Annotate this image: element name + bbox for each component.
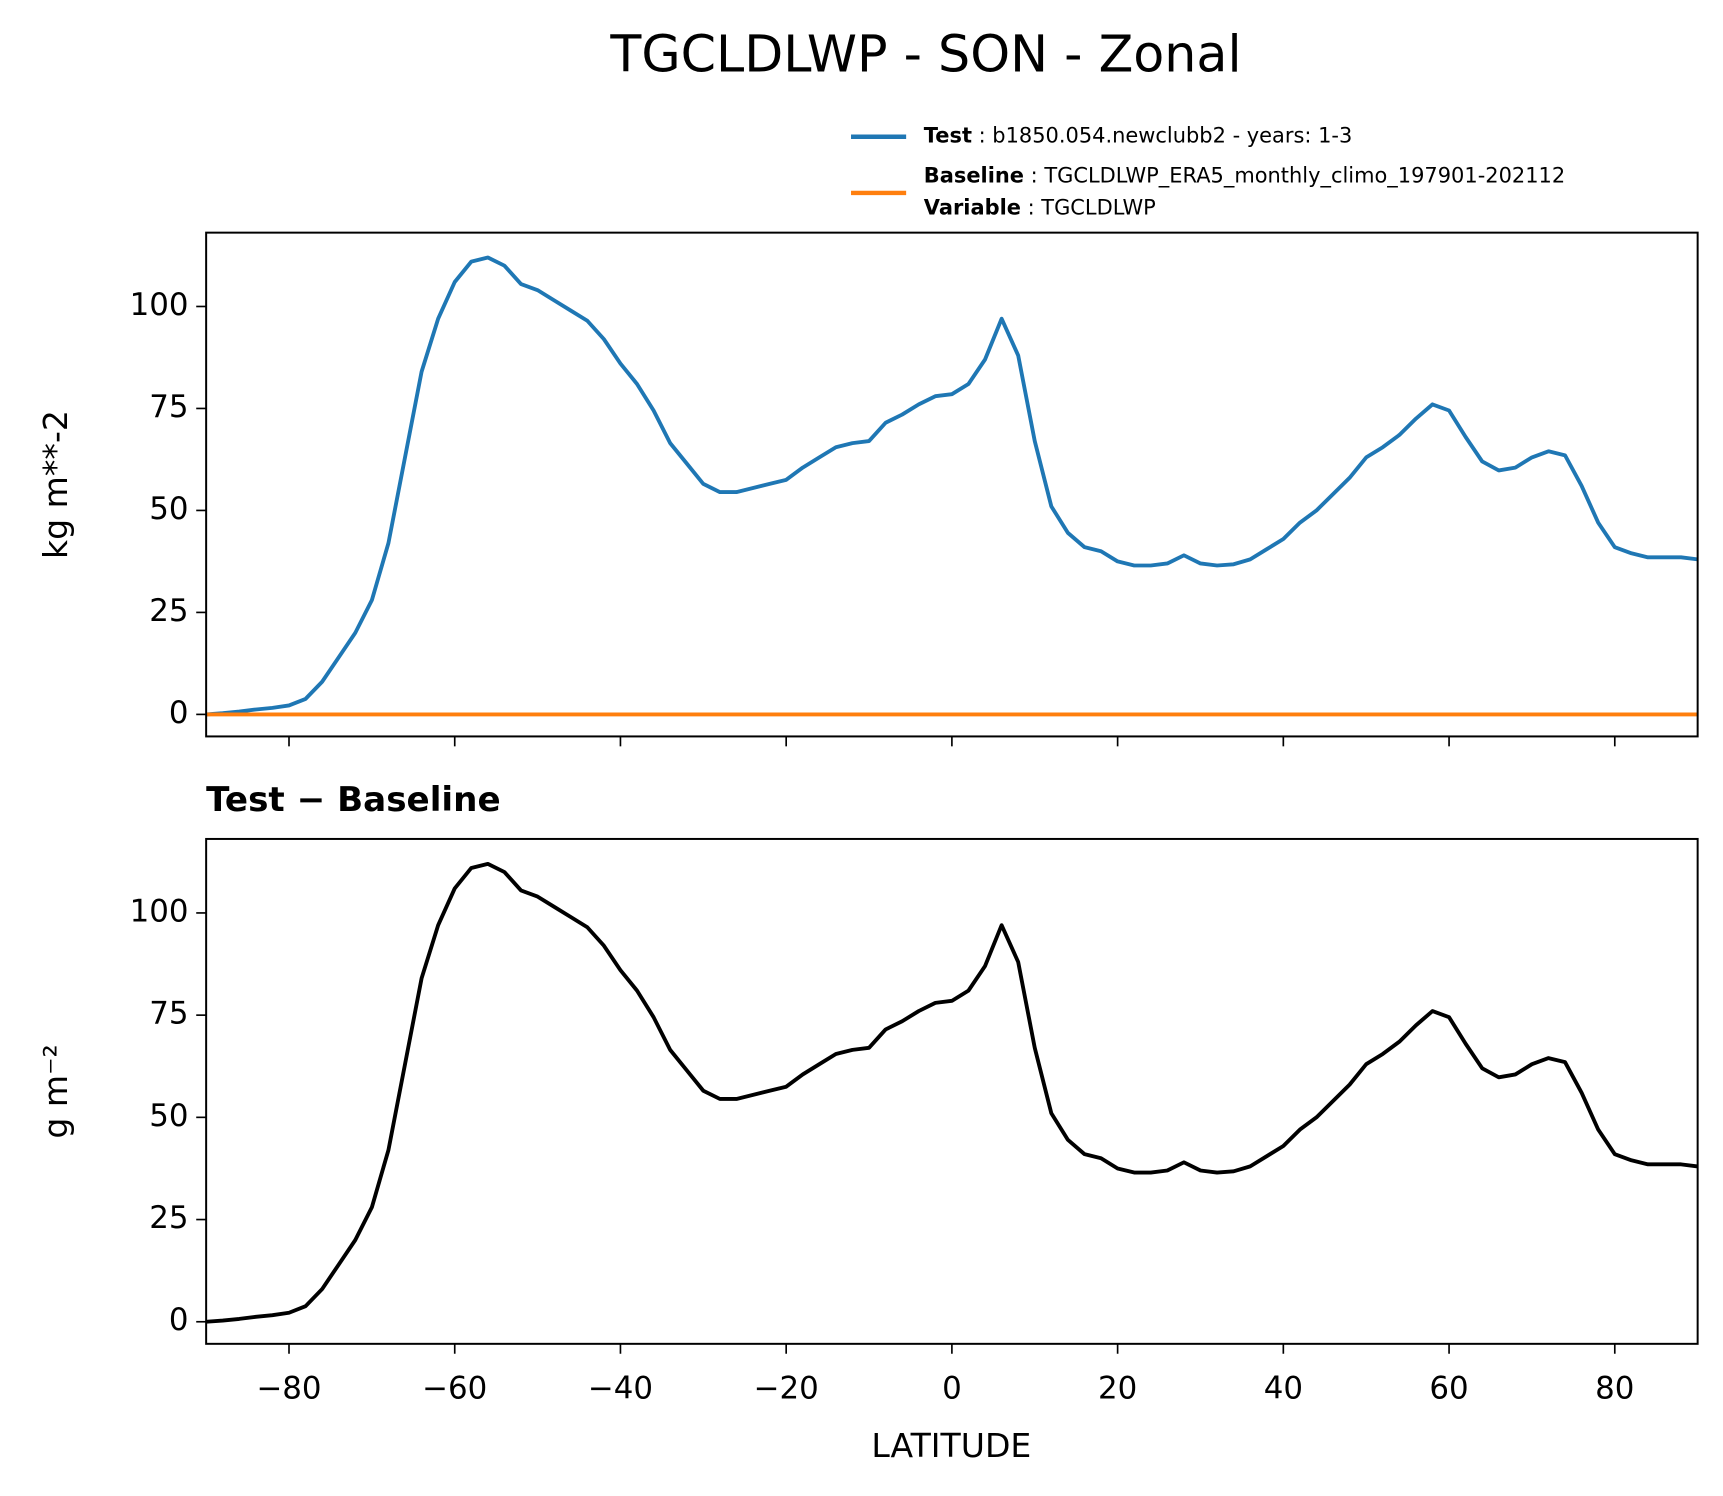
y-tick-label: 25 [149, 593, 188, 629]
x-axis-label: LATITUDE [871, 1426, 1031, 1465]
figure-title: TGCLDLWP - SON - Zonal [609, 24, 1241, 83]
y-tick-label: 75 [149, 389, 188, 425]
y-tick-label: 100 [130, 287, 189, 323]
x-tick-label: 60 [1429, 1371, 1468, 1407]
plot-frame [205, 837, 1699, 1345]
y-tick-label: 50 [149, 1098, 188, 1134]
x-tick-label: −80 [256, 1371, 321, 1407]
x-tick-label: 20 [1098, 1371, 1137, 1407]
x-tick-label: −40 [588, 1371, 653, 1407]
x-tick-label: −20 [754, 1371, 819, 1407]
legend-name: Test [924, 124, 972, 148]
y-axis-label: g m⁻² [36, 1044, 75, 1138]
y-axis-label: kg m**-2 [36, 410, 75, 559]
legend-name: Baseline [924, 163, 1024, 187]
series-line [206, 861, 1698, 1324]
x-tick-label: 80 [1595, 1371, 1634, 1407]
y-tick-label: 0 [169, 1302, 189, 1338]
panel-title: Test − Baseline [206, 780, 500, 820]
legend-label: : TGCLDLWP_ERA5_monthly_climo_197901-202… [1031, 163, 1566, 187]
x-tick-label: 40 [1264, 1371, 1303, 1407]
legend-entry: Variable : TGCLDLWP [924, 195, 1156, 219]
series-line [206, 255, 1698, 717]
y-tick-label: 25 [149, 1200, 188, 1236]
y-tick-label: 75 [149, 996, 188, 1032]
plot-frame [205, 231, 1699, 738]
y-tick-label: 0 [169, 695, 189, 731]
legend-entry: Baseline : TGCLDLWP_ERA5_monthly_climo_19… [924, 163, 1565, 187]
legend-label: : TGCLDLWP [1028, 195, 1156, 219]
y-tick-label: 50 [149, 491, 188, 527]
x-tick-label: −60 [422, 1371, 487, 1407]
x-tick-label: 0 [942, 1371, 962, 1407]
legend-entry: Test : b1850.054.newclubb2 - years: 1-3 [924, 124, 1353, 148]
legend-name: Variable [924, 195, 1021, 219]
legend-label: : b1850.054.newclubb2 - years: 1-3 [979, 124, 1353, 148]
y-tick-label: 100 [130, 893, 189, 929]
